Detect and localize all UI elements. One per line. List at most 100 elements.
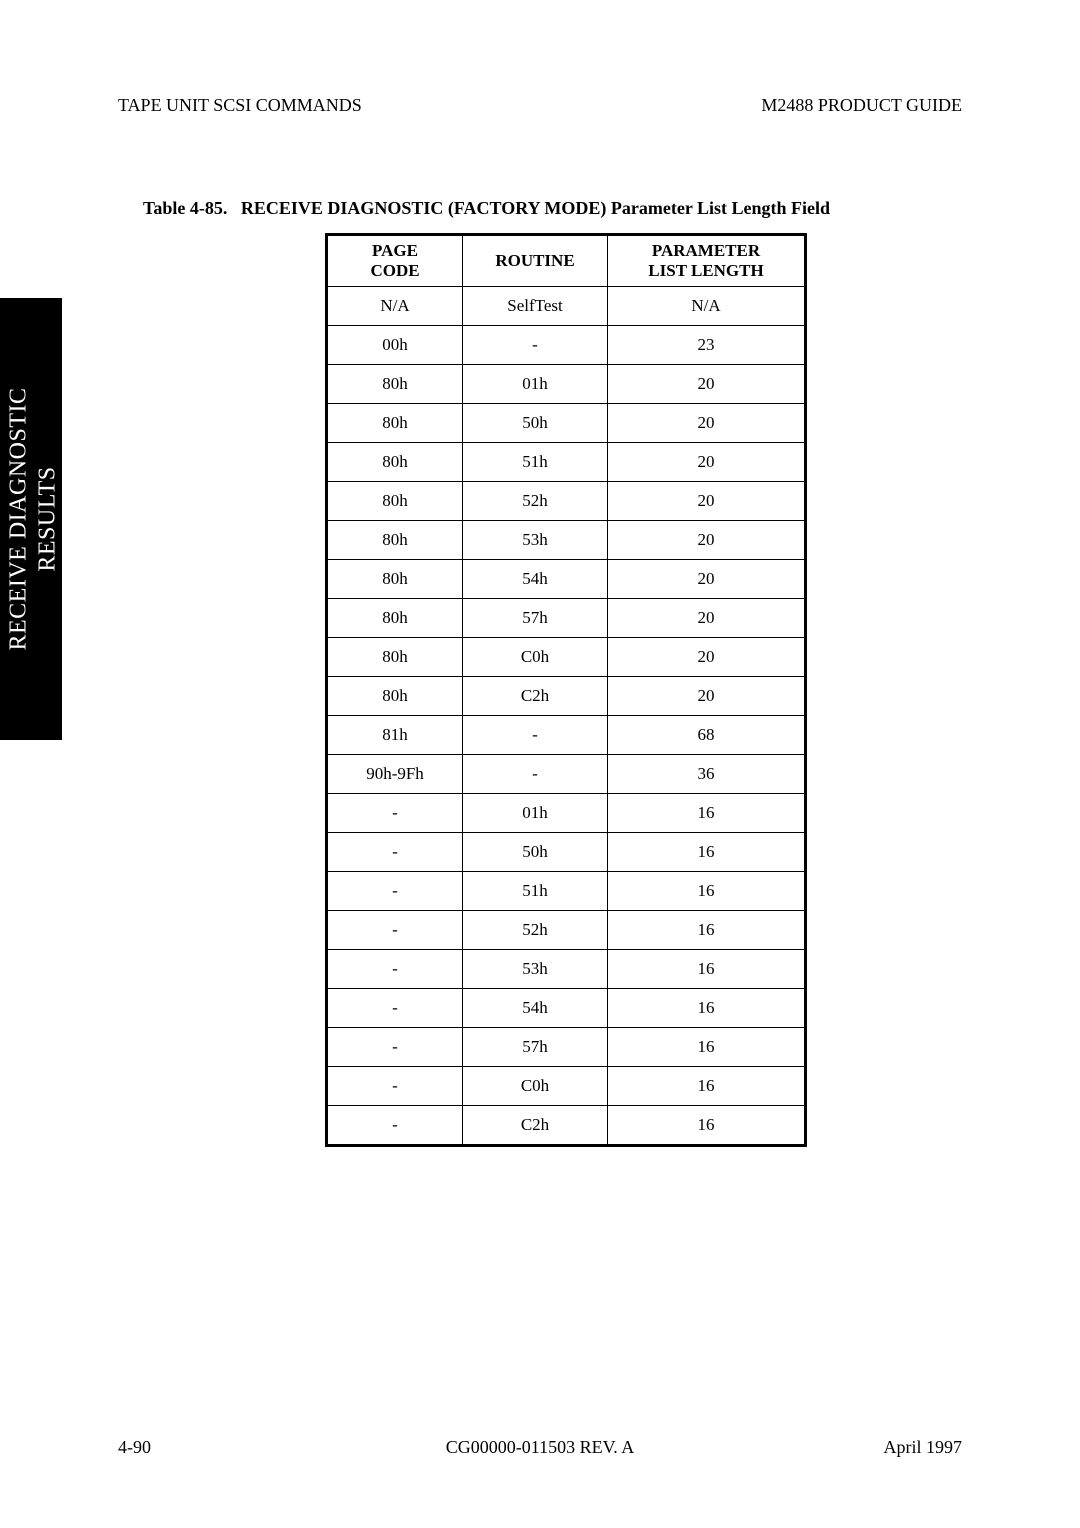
cell-param: 20 <box>608 599 806 638</box>
cell-routine: C2h <box>463 1106 608 1146</box>
cell-param: 16 <box>608 911 806 950</box>
cell-page: 81h <box>327 716 463 755</box>
cell-param: 16 <box>608 950 806 989</box>
cell-page: - <box>327 794 463 833</box>
table-row: 00h-23 <box>327 326 806 365</box>
cell-param: 36 <box>608 755 806 794</box>
cell-page: - <box>327 833 463 872</box>
header-page-line1: PAGE <box>372 241 418 260</box>
footer-page-number: 4-90 <box>118 1437 151 1458</box>
table-header-row: PAGE CODE ROUTINE PARAMETER LIST LENGTH <box>327 235 806 287</box>
cell-routine: 57h <box>463 1028 608 1067</box>
col-header-routine: ROUTINE <box>463 235 608 287</box>
table-row: 80h52h20 <box>327 482 806 521</box>
cell-page: 80h <box>327 599 463 638</box>
table-row: -51h16 <box>327 872 806 911</box>
cell-page: - <box>327 1106 463 1146</box>
header-page-line2: CODE <box>370 261 419 280</box>
table-row: 80hC2h20 <box>327 677 806 716</box>
table-row: 80h53h20 <box>327 521 806 560</box>
parameter-table: PAGE CODE ROUTINE PARAMETER LIST LENGTH … <box>325 233 807 1147</box>
cell-param: 16 <box>608 833 806 872</box>
cell-routine: 53h <box>463 950 608 989</box>
cell-routine: - <box>463 755 608 794</box>
cell-routine: - <box>463 716 608 755</box>
table-row: -50h16 <box>327 833 806 872</box>
col-header-page-code: PAGE CODE <box>327 235 463 287</box>
cell-routine: 54h <box>463 560 608 599</box>
cell-routine: 51h <box>463 872 608 911</box>
cell-routine: C0h <box>463 638 608 677</box>
cell-page: - <box>327 1067 463 1106</box>
cell-routine: 57h <box>463 599 608 638</box>
table-row: 80h01h20 <box>327 365 806 404</box>
table-caption: Table 4-85. RECEIVE DIAGNOSTIC (FACTORY … <box>143 198 830 219</box>
cell-page: 80h <box>327 638 463 677</box>
cell-param: 20 <box>608 482 806 521</box>
cell-param: 16 <box>608 1028 806 1067</box>
cell-param: 20 <box>608 443 806 482</box>
header-left: TAPE UNIT SCSI COMMANDS <box>118 95 362 116</box>
table-row: -57h16 <box>327 1028 806 1067</box>
caption-text: RECEIVE DIAGNOSTIC (FACTORY MODE) Parame… <box>241 198 830 218</box>
table-row: 80hC0h20 <box>327 638 806 677</box>
cell-param: 20 <box>608 638 806 677</box>
table-row: 81h-68 <box>327 716 806 755</box>
table-body: N/ASelfTestN/A 00h-23 80h01h20 80h50h20 … <box>327 287 806 1146</box>
header-param-line1: PARAMETER <box>652 241 760 260</box>
table-row: 80h57h20 <box>327 599 806 638</box>
footer-doc-id: CG00000-011503 REV. A <box>446 1437 635 1458</box>
cell-page: - <box>327 872 463 911</box>
cell-routine: 52h <box>463 482 608 521</box>
cell-page: 80h <box>327 560 463 599</box>
cell-page: 80h <box>327 677 463 716</box>
table-row: -52h16 <box>327 911 806 950</box>
caption-label: Table 4-85. <box>143 198 227 218</box>
table-row: -C2h16 <box>327 1106 806 1146</box>
side-tab: RECEIVE DIAGNOSTIC RESULTS <box>0 298 62 740</box>
cell-param: 23 <box>608 326 806 365</box>
cell-routine: 53h <box>463 521 608 560</box>
cell-routine: - <box>463 326 608 365</box>
cell-page: 80h <box>327 365 463 404</box>
table-row: 80h54h20 <box>327 560 806 599</box>
cell-param: 16 <box>608 989 806 1028</box>
footer-date: April 1997 <box>884 1437 963 1458</box>
cell-param: 20 <box>608 677 806 716</box>
table-row: 90h-9Fh-36 <box>327 755 806 794</box>
cell-param: 20 <box>608 560 806 599</box>
cell-param: 20 <box>608 521 806 560</box>
cell-routine: 50h <box>463 404 608 443</box>
cell-page: N/A <box>327 287 463 326</box>
cell-routine: C0h <box>463 1067 608 1106</box>
cell-routine: 52h <box>463 911 608 950</box>
cell-param: 20 <box>608 404 806 443</box>
cell-page: 80h <box>327 404 463 443</box>
cell-routine: C2h <box>463 677 608 716</box>
cell-param: 68 <box>608 716 806 755</box>
side-tab-line1: RECEIVE DIAGNOSTIC <box>6 388 33 651</box>
cell-page: 90h-9Fh <box>327 755 463 794</box>
cell-routine: 50h <box>463 833 608 872</box>
header-param-line2: LIST LENGTH <box>648 261 763 280</box>
cell-routine: 01h <box>463 365 608 404</box>
page: TAPE UNIT SCSI COMMANDS M2488 PRODUCT GU… <box>0 0 1080 1528</box>
table-row: 80h50h20 <box>327 404 806 443</box>
cell-routine: 01h <box>463 794 608 833</box>
cell-param: 20 <box>608 365 806 404</box>
header-right: M2488 PRODUCT GUIDE <box>761 95 962 116</box>
cell-page: 80h <box>327 521 463 560</box>
col-header-parameter: PARAMETER LIST LENGTH <box>608 235 806 287</box>
table-row: -01h16 <box>327 794 806 833</box>
cell-param: 16 <box>608 794 806 833</box>
cell-page: 00h <box>327 326 463 365</box>
cell-routine: 51h <box>463 443 608 482</box>
cell-page: - <box>327 989 463 1028</box>
table-row: -54h16 <box>327 989 806 1028</box>
cell-routine: 54h <box>463 989 608 1028</box>
cell-param: 16 <box>608 1106 806 1146</box>
table-row: -53h16 <box>327 950 806 989</box>
cell-page: 80h <box>327 482 463 521</box>
cell-page: - <box>327 911 463 950</box>
cell-param: 16 <box>608 1067 806 1106</box>
